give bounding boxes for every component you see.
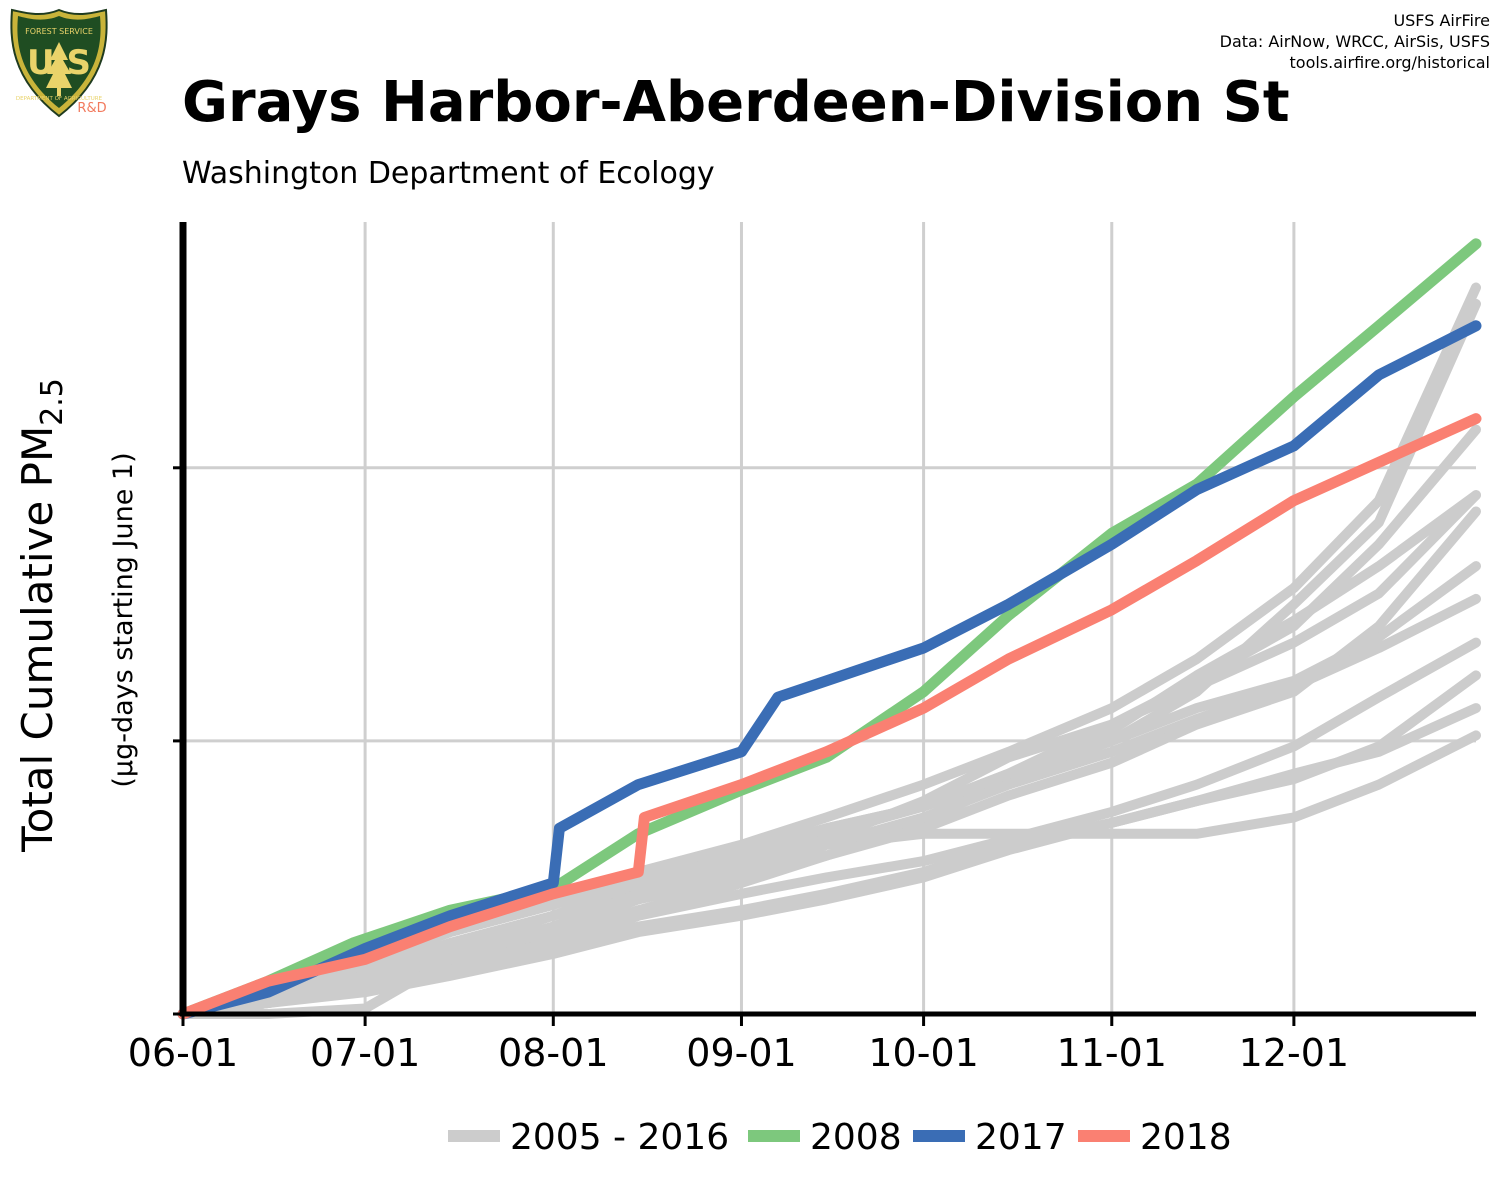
- x-tick-label: 09-01: [686, 1031, 796, 1075]
- history-series-line: [178, 561, 1481, 1019]
- x-tick-label: 11-01: [1057, 1031, 1167, 1075]
- legend-label: 2008: [810, 1117, 902, 1158]
- credit-line: USFS AirFire: [1393, 11, 1490, 30]
- chart-plot: 06-01 07-01 08-01 09-01 10-01 11-01 12-01 Tota…: [13, 222, 1482, 1075]
- legend-label: 2005 - 2016: [510, 1117, 729, 1158]
- x-tick-label: 10-01: [868, 1031, 978, 1075]
- chart-title: Grays Harbor-Aberdeen-Division St: [182, 70, 1290, 135]
- credit-line: tools.airfire.org/historical: [1289, 53, 1490, 72]
- forest-service-shield-logo: FOREST SERVICE U S DEPARTMENT OF AGRICUL…: [10, 8, 108, 118]
- x-tick-label: 06-01: [128, 1031, 238, 1075]
- x-tick-label: 12-01: [1239, 1031, 1349, 1075]
- history-series-line: [178, 506, 1481, 1019]
- highlight-lines: [177, 238, 1482, 1020]
- history-series-line: [178, 424, 1481, 1019]
- legend-label: 2017: [975, 1117, 1067, 1158]
- logo-bottom-text: DEPARTMENT OF AGRICULTURE: [16, 96, 103, 102]
- history-series-line: [178, 670, 1481, 1019]
- chart-subtitle: Washington Department of Ecology: [182, 156, 715, 191]
- series-line-2017: [177, 320, 1482, 1020]
- y-axis-label-subscript: 2.5: [35, 378, 70, 426]
- logo-top-text: FOREST SERVICE: [25, 27, 93, 36]
- legend: 2005 - 2016 2008 2017 2018: [448, 1117, 1232, 1158]
- history-lines: [178, 282, 1481, 1019]
- logo-badge: R&D: [77, 101, 106, 116]
- credit-line: Data: AirNow, WRCC, AirSis, USFS: [1219, 32, 1490, 51]
- tree-icon: [46, 42, 72, 88]
- history-series-line: [178, 490, 1481, 1019]
- credits: USFS AirFire Data: AirNow, WRCC, AirSis,…: [1220, 10, 1490, 73]
- y-axis-label: Total Cumulative PM2.5: [13, 378, 70, 853]
- legend-label: 2018: [1140, 1117, 1232, 1158]
- x-tick-label: 07-01: [310, 1031, 420, 1075]
- x-tick-label: 08-01: [498, 1031, 608, 1075]
- axes: 06-01 07-01 08-01 09-01 10-01 11-01 12-01: [128, 222, 1476, 1075]
- series-line-2018: [177, 413, 1482, 1020]
- y-axis-units: (µg-days starting June 1): [108, 452, 139, 787]
